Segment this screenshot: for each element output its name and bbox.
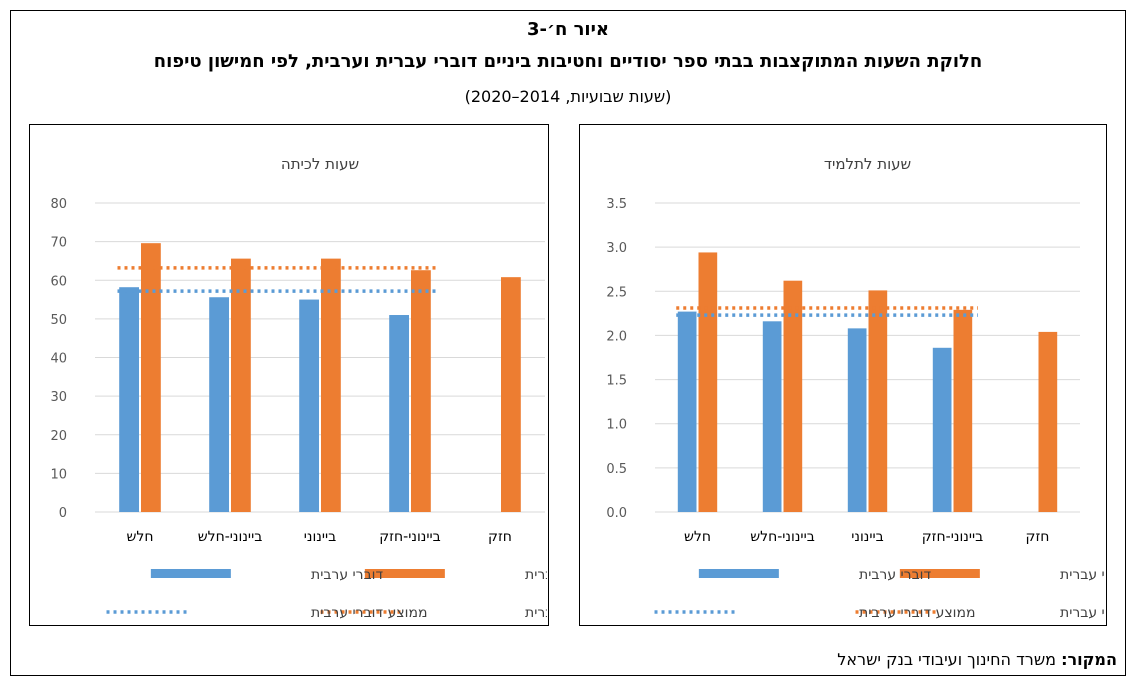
x-tick-label: ביינוני-חלש [198,529,263,545]
x-tick-label: חלש [684,529,711,545]
bar-arabic-speakers [389,315,409,512]
source-text: משרד החינוך ועיבודי בנק ישראל [837,650,1062,669]
legend-swatch-hebrew-speakers [364,569,445,578]
y-tick-label: 30 [50,390,67,405]
y-tick-label: 3.5 [606,197,627,212]
x-tick-label: חזק [488,529,512,545]
chart-hours-per-student: שעות לתלמיד 0.0 0.5 1.0 1.5 2.0 2.5 3.0 3.5 חלש בי… [606,155,1136,621]
x-tick-label: ביינוני-חזק [379,529,441,545]
legend-label: דוברי ערבית [311,567,383,583]
figure-label: איור ח׳-3 [526,19,610,40]
bar-arabic-speakers [932,347,952,512]
legend-label: ממוצע דוברי ערבית [311,605,427,621]
bar-hebrew-speakers [783,280,803,512]
bar-hebrew-speakers [141,243,161,513]
y-tick-label: 10 [50,467,67,482]
y-tick-label: 20 [50,429,67,444]
bar-hebrew-speakers [501,277,521,512]
chart-panel-hours-per-student: שעות לתלמיד 0.0 0.5 1.0 1.5 2.0 2.5 3.0 3.5 חלש בי… [579,124,1136,626]
x-tick-label: ביינוני-חלש [750,529,815,545]
figure-title: חלוקת השעות המתוקצבות בבתי ספר יסודיים ו… [153,51,983,72]
bar-hebrew-speakers [231,258,251,512]
y-tick-label: 0.0 [606,506,627,521]
bar-hebrew-speakers [698,252,718,512]
legend-swatch-hebrew-speakers [899,569,980,578]
y-tick-label: 1.5 [606,374,627,389]
bar-arabic-speakers [119,287,139,512]
figure-subtitle: (שעות שבועיות, 2014–2020) [464,87,672,106]
chart-title: שעות לכיתה [281,155,359,173]
y-tick-label: 2.5 [606,285,627,300]
x-tick-label: ביינוני-חזק [922,529,984,545]
bar-arabic-speakers [847,328,867,512]
bar-hebrew-speakers [321,258,341,512]
legend-label: דוברי ערבית [859,567,931,583]
bar-arabic-speakers [209,297,229,512]
legend-swatch-arabic-speakers [698,569,779,578]
y-tick-label: 60 [50,274,67,289]
legend-label: דוברי עברית [1060,567,1105,583]
chart-title: שעות לתלמיד [824,155,911,173]
x-tick-label: חלש [126,529,153,545]
y-tick-label: 0.5 [606,462,627,477]
chart-panel-hours-per-class: שעות לכיתה 0 10 20 30 40 50 60 70 80 חלש ביינוני-חל… [29,124,641,626]
legend-label: דוברי עברית [525,567,547,583]
x-tick-label: חזק [1026,529,1050,545]
legend-label: ממוצע דוברי עברית [1060,605,1105,621]
y-tick-label: 0 [59,506,67,521]
bar-hebrew-speakers [1038,331,1058,512]
figure-frame: איור ח׳-3 חלוקת השעות המתוקצבות בבתי ספר… [10,10,1136,676]
y-tick-label: 70 [50,236,67,251]
bar-arabic-speakers [677,311,697,512]
y-tick-label: 50 [50,313,67,328]
y-tick-label: 80 [50,197,67,212]
source-label: המקור: [1061,650,1117,669]
bar-arabic-speakers [762,321,782,512]
legend-swatch-arabic-speakers [150,569,231,578]
y-tick-label: 3.0 [606,241,627,256]
legend-label: ממוצע דוברי עברית [525,605,547,621]
source-note: המקור: משרד החינוך ועיבודי בנק ישראל [837,650,1117,669]
bar-hebrew-speakers [868,290,888,512]
y-tick-label: 1.0 [606,418,627,433]
y-tick-label: 40 [50,352,67,367]
bar-arabic-speakers [299,299,319,512]
x-tick-label: ביינוני [304,529,337,545]
chart-hours-per-class: שעות לכיתה 0 10 20 30 40 50 60 70 80 חלש ביינוני-חל… [50,155,641,621]
bar-hebrew-speakers [953,309,973,512]
bar-hebrew-speakers [411,270,431,512]
y-tick-label: 2.0 [606,329,627,344]
x-tick-label: ביינוני [851,529,884,545]
legend-label: ממוצע דוברי ערבית [859,605,975,621]
